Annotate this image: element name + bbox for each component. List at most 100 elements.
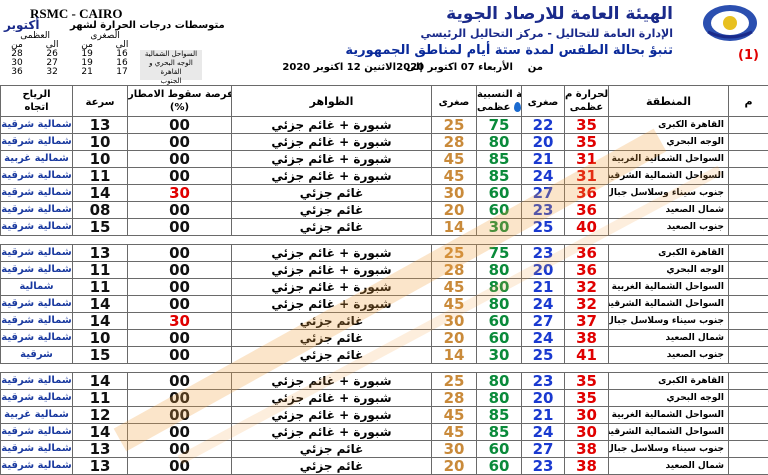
wind-speed-cell: 14 xyxy=(73,185,128,202)
col-rain: فرصة سقوط الامطار(%) xyxy=(128,86,232,117)
clim-month: أكتوبر xyxy=(4,18,39,32)
wind-speed-cell: 13 xyxy=(73,245,128,262)
humidity-max-cell: 80 xyxy=(477,262,522,279)
water-drop-icon xyxy=(514,102,521,112)
temp-max-cell: 36 xyxy=(565,185,609,202)
sheet-index: (1) xyxy=(738,48,759,63)
col-temp-min: صغرى xyxy=(522,86,565,117)
temp-min-cell: 27 xyxy=(522,185,565,202)
col-day: م xyxy=(729,86,768,117)
wind-speed-cell: 10 xyxy=(73,330,128,347)
wind-speed-cell: 13 xyxy=(73,117,128,134)
humidity-min-cell: 20 xyxy=(432,202,477,219)
wind-speed-cell: 11 xyxy=(73,168,128,185)
region-cell: السواحل الشمالية الغربية xyxy=(609,407,729,424)
org-subtitle: الإدارة العامة للتحاليل - مركز التحاليل … xyxy=(420,27,673,40)
temp-max-cell: 37 xyxy=(565,313,609,330)
clim-cell: 21 xyxy=(70,68,104,77)
temp-min-label: صغرى xyxy=(528,97,559,108)
rain-chance-cell: 00 xyxy=(128,202,232,219)
day-cell xyxy=(729,202,768,219)
separator-cell xyxy=(1,364,768,373)
wind-direction-cell: شمالية شرقية xyxy=(1,330,73,347)
region-cell: شمال الصعيد xyxy=(609,330,729,347)
humidity-max-cell: 30 xyxy=(477,347,522,364)
humidity-min-cell: 45 xyxy=(432,168,477,185)
weather-cell: غائم جزئي xyxy=(232,458,432,475)
region-cell: جنوب الصعيد xyxy=(609,347,729,364)
humidity-max-cell: 85 xyxy=(477,407,522,424)
weather-cell: شبورة + غائم جزئي xyxy=(232,424,432,441)
group-separator xyxy=(1,236,768,245)
weather-cell: شبورة + غائم جزئي xyxy=(232,245,432,262)
weather-cell: غائم جزئي xyxy=(232,441,432,458)
separator-cell xyxy=(1,236,768,245)
wind-direction-cell: شمالية شرقية xyxy=(1,202,73,219)
temp-max-cell: 35 xyxy=(565,373,609,390)
to-date: الاثنين 12 اكتوبر 2020 xyxy=(282,62,396,73)
weather-cell: غائم جزئي xyxy=(232,313,432,330)
rain-chance-cell: 00 xyxy=(128,219,232,236)
wind-direction-cell: شمالية شرقية xyxy=(1,185,73,202)
wind-direction-cell: شمالية شرقية xyxy=(1,262,73,279)
temp-min-cell: 27 xyxy=(522,441,565,458)
humidity-min-cell: 45 xyxy=(432,424,477,441)
weather-cell: شبورة + غائم جزئي xyxy=(232,117,432,134)
region-cell: جنوب سيناء وسلاسل جبال البحر الاحمر xyxy=(609,441,729,458)
humidity-max-cell: 60 xyxy=(477,330,522,347)
region-cell: جنوب سيناء وسلاسل جبال البحر الاحمر xyxy=(609,185,729,202)
temp-min-cell: 23 xyxy=(522,373,565,390)
temp-min-cell: 21 xyxy=(522,279,565,296)
temp-max-cell: 32 xyxy=(565,279,609,296)
temp-min-cell: 27 xyxy=(522,313,565,330)
temp-min-cell: 25 xyxy=(522,347,565,364)
weather-cell: شبورة + غائم جزئي xyxy=(232,373,432,390)
temp-min-cell: 20 xyxy=(522,134,565,151)
wind-speed-cell: 13 xyxy=(73,458,128,475)
ema-logo-icon xyxy=(700,2,760,44)
humidity-label: الرطوبة النسبية xyxy=(477,89,521,100)
day-cell xyxy=(729,390,768,407)
humidity-min-cell: 20 xyxy=(432,458,477,475)
temp-min-cell: 20 xyxy=(522,390,565,407)
wind-speed-cell: 10 xyxy=(73,134,128,151)
weather-cell: غائم جزئي xyxy=(232,347,432,364)
rain-chance-cell: 00 xyxy=(128,441,232,458)
weather-cell: غائم جزئي xyxy=(232,202,432,219)
humidity-max-cell: 30 xyxy=(477,219,522,236)
humidity-max-cell: 80 xyxy=(477,296,522,313)
humidity-max-cell: 60 xyxy=(477,185,522,202)
rain-chance-cell: 00 xyxy=(128,134,232,151)
temp-max-cell: 38 xyxy=(565,330,609,347)
wind-speed-cell: 08 xyxy=(73,202,128,219)
region-cell: السواحل الشمالية الشرقية ووسط سيناء xyxy=(609,296,729,313)
wind-speed-cell: 15 xyxy=(73,347,128,364)
clim-table: العظمى الصغرى من الى من الى 28 26 19 16 … xyxy=(0,32,140,82)
wind-direction-cell: شمالية شرقية xyxy=(1,117,73,134)
day-cell xyxy=(729,441,768,458)
temp-max-cell: 40 xyxy=(565,219,609,236)
temp-max-cell: 35 xyxy=(565,117,609,134)
weather-cell: شبورة + غائم جزئي xyxy=(232,407,432,424)
day-cell xyxy=(729,424,768,441)
temp-max-cell: 32 xyxy=(565,296,609,313)
humidity-min-cell: 45 xyxy=(432,296,477,313)
humidity-max-cell: 85 xyxy=(477,168,522,185)
temp-max-label: عظمى xyxy=(570,102,603,113)
humidity-min-cell: 28 xyxy=(432,262,477,279)
rain-chance-cell: 00 xyxy=(128,168,232,185)
report-header: الهيئة العامة للارصاد الجوية الإدارة الع… xyxy=(0,0,768,85)
to-label: إلى xyxy=(406,62,423,73)
wind-speed-label: سرعة xyxy=(86,97,115,108)
temp-min-cell: 23 xyxy=(522,458,565,475)
